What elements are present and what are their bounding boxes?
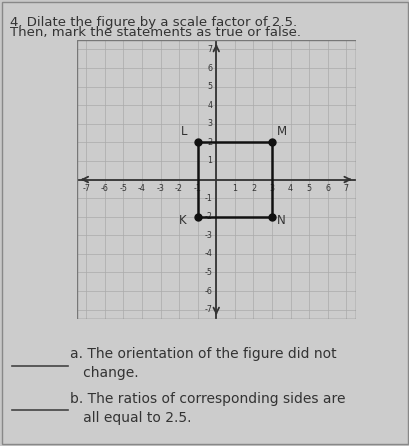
Text: 5: 5 xyxy=(207,82,212,91)
Text: -3: -3 xyxy=(156,184,164,193)
Text: 4: 4 xyxy=(207,101,212,110)
Text: M: M xyxy=(276,125,286,138)
Text: -6: -6 xyxy=(101,184,108,193)
Text: -1: -1 xyxy=(193,184,201,193)
Text: 7: 7 xyxy=(343,184,348,193)
Text: 3: 3 xyxy=(207,119,212,128)
Text: -7: -7 xyxy=(204,305,212,314)
Text: -6: -6 xyxy=(204,286,212,296)
Text: -7: -7 xyxy=(82,184,90,193)
Text: 6: 6 xyxy=(207,63,212,73)
Text: all equal to 2.5.: all equal to 2.5. xyxy=(70,411,191,425)
Text: 4: 4 xyxy=(288,184,292,193)
Text: N: N xyxy=(276,214,285,227)
Text: 5: 5 xyxy=(306,184,311,193)
Text: 2: 2 xyxy=(250,184,255,193)
Text: 6: 6 xyxy=(324,184,330,193)
Text: -2: -2 xyxy=(204,212,212,221)
Text: -1: -1 xyxy=(204,194,212,202)
Text: a. The orientation of the figure did not: a. The orientation of the figure did not xyxy=(70,347,335,361)
Text: change.: change. xyxy=(70,366,138,380)
Text: K: K xyxy=(179,214,186,227)
Text: -5: -5 xyxy=(204,268,212,277)
Text: 2: 2 xyxy=(207,138,212,147)
Text: 7: 7 xyxy=(207,45,212,54)
Text: Then, mark the statements as true or false.: Then, mark the statements as true or fal… xyxy=(10,26,301,39)
Text: 4. Dilate the figure by a scale factor of 2.5.: 4. Dilate the figure by a scale factor o… xyxy=(10,16,297,29)
Text: 1: 1 xyxy=(232,184,237,193)
Text: -5: -5 xyxy=(119,184,127,193)
Text: L: L xyxy=(180,125,187,138)
Text: -2: -2 xyxy=(175,184,183,193)
Text: 3: 3 xyxy=(269,184,274,193)
Text: -4: -4 xyxy=(204,249,212,258)
Text: -4: -4 xyxy=(138,184,146,193)
Text: -3: -3 xyxy=(204,231,212,240)
Text: 1: 1 xyxy=(207,157,212,165)
Text: b. The ratios of corresponding sides are: b. The ratios of corresponding sides are xyxy=(70,392,344,406)
